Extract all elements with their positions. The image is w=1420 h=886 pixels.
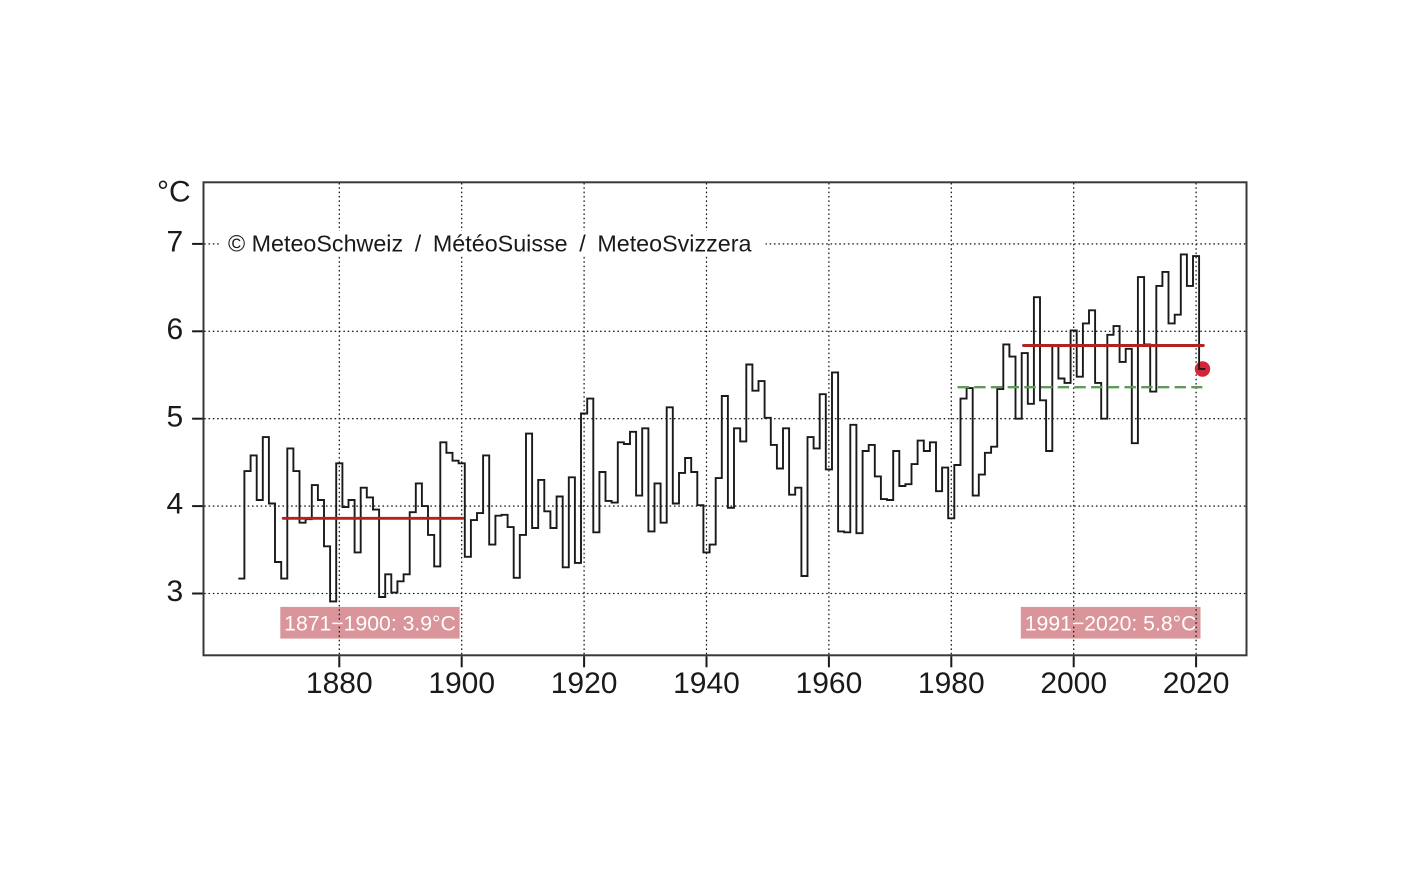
svg-text:1980: 1980 (918, 667, 985, 700)
svg-text:4: 4 (167, 488, 184, 521)
svg-text:2020: 2020 (1163, 667, 1230, 700)
svg-text:1960: 1960 (796, 667, 863, 700)
svg-text:1871−1900: 3.9°C: 1871−1900: 3.9°C (284, 613, 456, 636)
svg-text:1920: 1920 (551, 667, 618, 700)
svg-text:5: 5 (167, 400, 184, 433)
svg-text:7: 7 (167, 226, 184, 259)
svg-text:3: 3 (167, 575, 184, 608)
svg-text:© MeteoSchweiz / MétéoSuisse /: © MeteoSchweiz / MétéoSuisse / MeteoSviz… (228, 231, 751, 257)
svg-text:1900: 1900 (428, 667, 495, 700)
svg-text:1880: 1880 (306, 667, 373, 700)
svg-text:6: 6 (167, 313, 184, 346)
svg-text:2000: 2000 (1040, 667, 1107, 700)
svg-text:1991−2020: 5.8°C: 1991−2020: 5.8°C (1025, 613, 1197, 636)
svg-text:1940: 1940 (673, 667, 740, 700)
svg-text:°C: °C (157, 176, 191, 209)
